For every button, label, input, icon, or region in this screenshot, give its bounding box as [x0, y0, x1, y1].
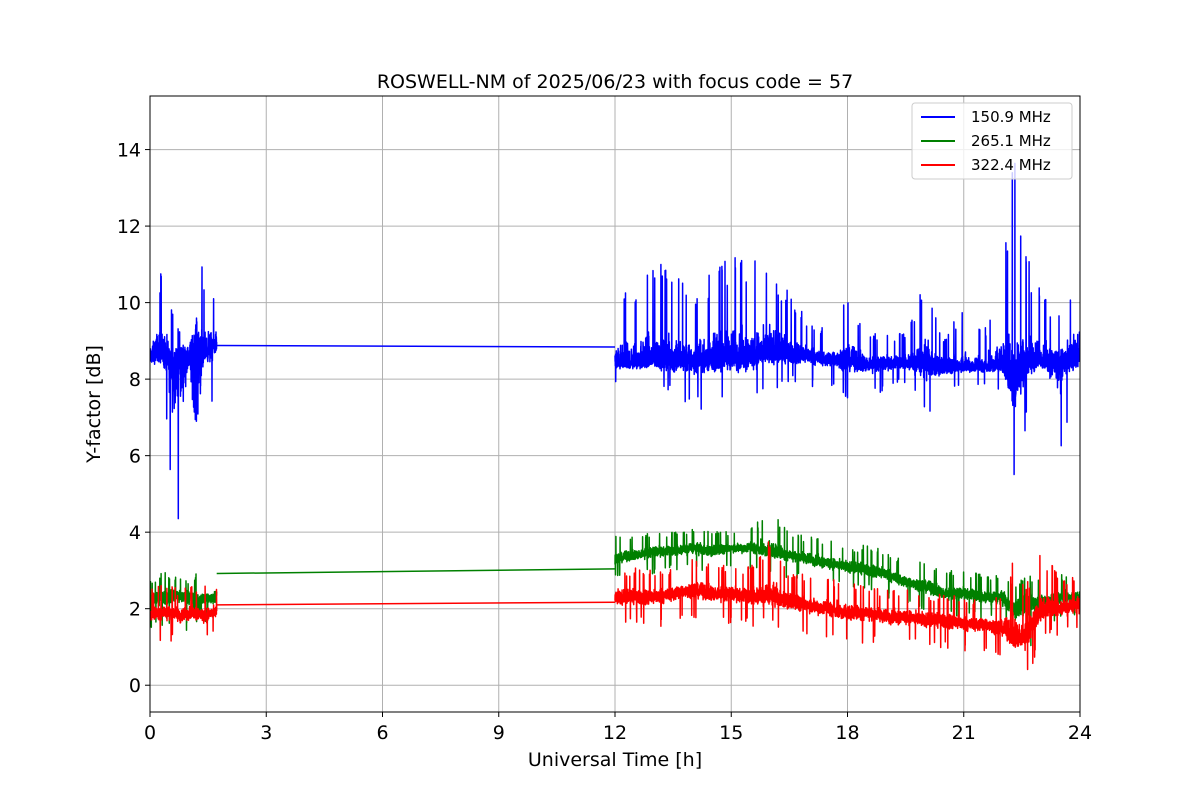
x-tick-label: 9	[493, 722, 505, 744]
series-line	[614, 162, 1080, 476]
x-tick-label: 12	[603, 722, 627, 744]
y-tick-label: 4	[129, 522, 141, 544]
legend-label: 322.4 MHz	[971, 156, 1051, 174]
legend-label: 265.1 MHz	[971, 132, 1051, 150]
series-322-4-mhz	[150, 541, 1080, 671]
series-line	[614, 518, 1080, 647]
x-axis-label: Universal Time [h]	[528, 749, 702, 771]
y-tick-label: 6	[129, 446, 141, 468]
series-line	[614, 541, 1080, 671]
legend-box	[911, 102, 1073, 180]
x-tick-label: 15	[719, 722, 743, 744]
x-tick-label: 21	[952, 722, 976, 744]
series-line	[216, 601, 616, 606]
chart-title: ROSWELL-NM of 2025/06/23 with focus code…	[377, 71, 853, 93]
y-tick-label: 12	[117, 216, 141, 238]
y-tick-label: 8	[129, 369, 141, 391]
legend: 150.9 MHz 265.1 MHz 322.4 MHz	[911, 102, 1073, 180]
legend-label: 150.9 MHz	[971, 108, 1051, 126]
y-tick-label: 2	[129, 599, 141, 621]
series-line	[216, 568, 616, 575]
series-line	[150, 585, 218, 642]
series-150-9-mhz	[150, 162, 1080, 520]
y-tick-label: 10	[117, 293, 141, 315]
series-layer	[150, 162, 1080, 671]
x-tick-label: 18	[835, 722, 859, 744]
y-tick-label: 0	[129, 675, 141, 697]
series-line	[150, 266, 218, 520]
y-axis-label: Y-factor [dB]	[83, 345, 105, 464]
series-line	[216, 344, 616, 348]
x-tick-label: 24	[1068, 722, 1092, 744]
x-tick-label: 0	[144, 722, 156, 744]
x-tick-label: 6	[376, 722, 388, 744]
y-tick-label: 14	[117, 140, 141, 162]
x-tick-label: 3	[260, 722, 272, 744]
